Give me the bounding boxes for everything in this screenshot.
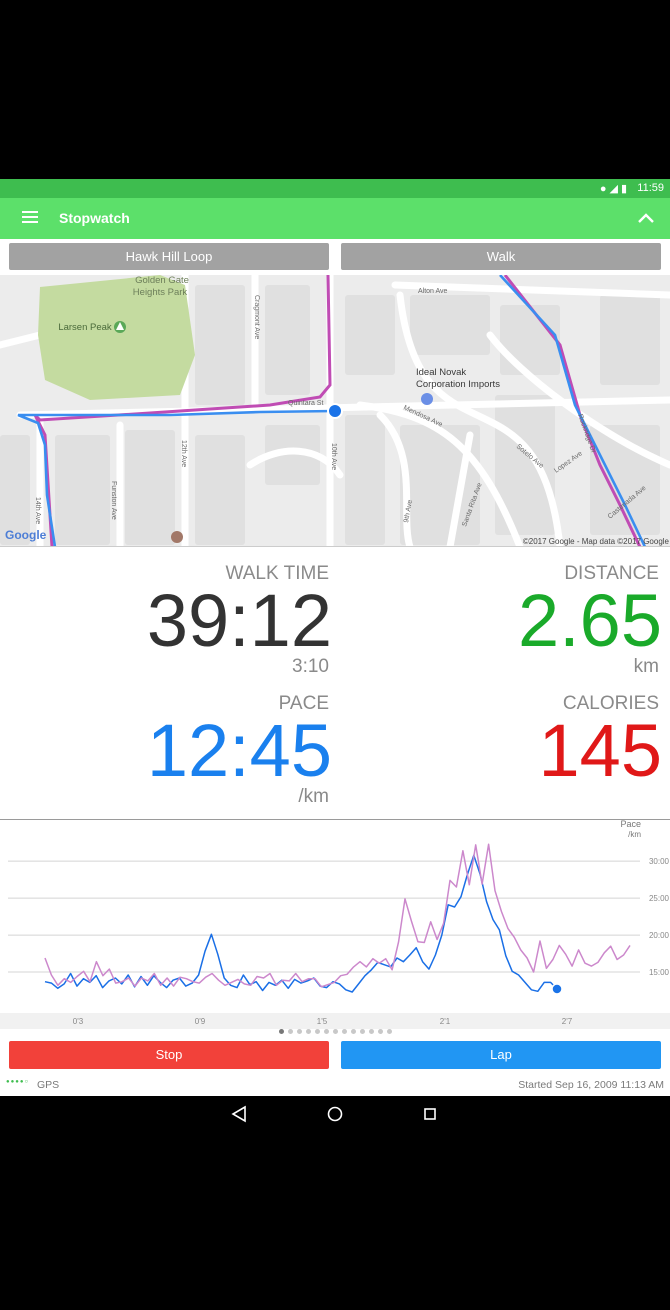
map-label-10th: 10th Ave — [330, 443, 337, 470]
pace-value: 12:45 — [146, 709, 332, 792]
signal-icon: ◢ — [609, 183, 621, 195]
recents-icon[interactable] — [424, 1108, 436, 1120]
map-label-12th: 12th Ave — [180, 440, 187, 467]
chart-y-label-2: /km — [628, 830, 641, 839]
app-bar: Stopwatch — [0, 198, 670, 239]
battery-icon: ▮ — [620, 183, 630, 195]
chevron-up-icon[interactable] — [636, 208, 656, 228]
activity-type-button[interactable]: Walk — [341, 243, 661, 270]
gps-label: GPS — [37, 1079, 60, 1091]
page-dot — [350, 1029, 356, 1034]
status-time: 11:59 — [637, 182, 664, 194]
page-dot — [386, 1029, 392, 1034]
page-dot — [323, 1029, 329, 1034]
map-label-business-1: Ideal Novak — [416, 367, 466, 378]
chart-series-line — [44, 854, 558, 993]
page-dot — [332, 1029, 338, 1034]
page-dot — [287, 1029, 293, 1034]
chart-series-line — [44, 843, 631, 988]
page-dot — [278, 1029, 284, 1034]
page-dot — [368, 1029, 374, 1034]
chart-y-label-1: Pace — [620, 819, 641, 829]
map-label-business-2: Corporation Imports — [416, 379, 500, 390]
page-dot — [359, 1029, 365, 1034]
map-label-alton: Alton Ave — [418, 288, 448, 295]
stop-button[interactable]: Stop — [9, 1041, 329, 1069]
page-dot — [314, 1029, 320, 1034]
pace-unit: /km — [298, 786, 329, 807]
chart-x-tick: 0'3 — [73, 1017, 84, 1026]
google-logo: Google — [5, 528, 47, 542]
chart-y-tick: 15:00 — [649, 968, 670, 977]
chart-x-tick: 0'9 — [195, 1017, 206, 1026]
chart-y-tick: 30:00 — [649, 857, 670, 866]
map-label-park-1: Golden Gate — [135, 275, 189, 286]
started-time: Started Sep 16, 2009 11:13 AM — [518, 1079, 664, 1091]
map-label-9th: 9th Ave — [403, 499, 414, 523]
chart-y-tick: 20:00 — [649, 931, 670, 940]
back-icon[interactable] — [231, 1105, 246, 1123]
pace-chart-svg: Pace /km 15:00 20:00 25:00 30:00 0'3 0'9 1'5 2… — [0, 819, 670, 1029]
pace-label: PACE — [278, 693, 329, 714]
system-nav-bar — [0, 1096, 670, 1132]
chart-y-tick: 25:00 — [649, 894, 670, 903]
map-attribution: ©2017 Google - Map data ©2017 Google — [523, 537, 670, 546]
calories-value: 145 — [538, 709, 662, 792]
map-label-14th: 14th Ave — [34, 497, 41, 524]
map-label-quintara: Quintara St — [288, 400, 323, 407]
lap-time-value: 3:10 — [292, 656, 329, 677]
map-label-craigmont: Cragmont Ave — [253, 295, 260, 339]
menu-icon[interactable] — [22, 211, 38, 225]
distance-value: 2.65 — [517, 579, 662, 662]
map-canvas: Golden Gate Heights Park Larsen Peak Alt… — [0, 275, 670, 546]
status-bar: ●◢▮ 11:59 — [0, 179, 670, 198]
distance-unit: km — [633, 656, 659, 677]
distance-label: DISTANCE — [564, 563, 659, 584]
page-dot — [296, 1029, 302, 1034]
map-view[interactable]: Golden Gate Heights Park Larsen Peak Alt… — [0, 275, 670, 547]
page-dot — [305, 1029, 311, 1034]
home-icon[interactable] — [327, 1106, 343, 1122]
chart-x-tick: 1'5 — [317, 1017, 328, 1026]
route-button[interactable]: Hawk Hill Loop — [9, 243, 329, 270]
chart-x-tick: 2'1 — [440, 1017, 451, 1026]
walk-time-label: WALK TIME — [225, 563, 329, 584]
page-indicator — [0, 1029, 670, 1039]
footer-bar: ●●●●○ GPS Started Sep 16, 2009 11:13 AM — [0, 1077, 670, 1095]
app-screen: ●◢▮ 11:59 Stopwatch Hawk Hill Loop Walk — [0, 179, 670, 1132]
page-dot — [341, 1029, 347, 1034]
page-dot — [377, 1029, 383, 1034]
chart-x-tick: 2'7 — [562, 1017, 573, 1026]
app-title: Stopwatch — [59, 210, 130, 226]
map-label-funston: Funston Ave — [110, 481, 117, 520]
map-label-peak: Larsen Peak — [58, 322, 112, 333]
pace-chart[interactable]: Pace /km 15:00 20:00 25:00 30:00 0'3 0'9 1'5 2… — [0, 819, 670, 1029]
map-label-park-2: Heights Park — [133, 287, 188, 298]
calories-label: CALORIES — [562, 693, 659, 714]
chart-current-point — [551, 983, 563, 995]
walk-time-value: 39:12 — [146, 579, 332, 662]
lap-button[interactable]: Lap — [341, 1041, 661, 1069]
location-icon: ● — [599, 183, 610, 195]
gps-signal-icon: ●●●●○ — [6, 1079, 30, 1085]
